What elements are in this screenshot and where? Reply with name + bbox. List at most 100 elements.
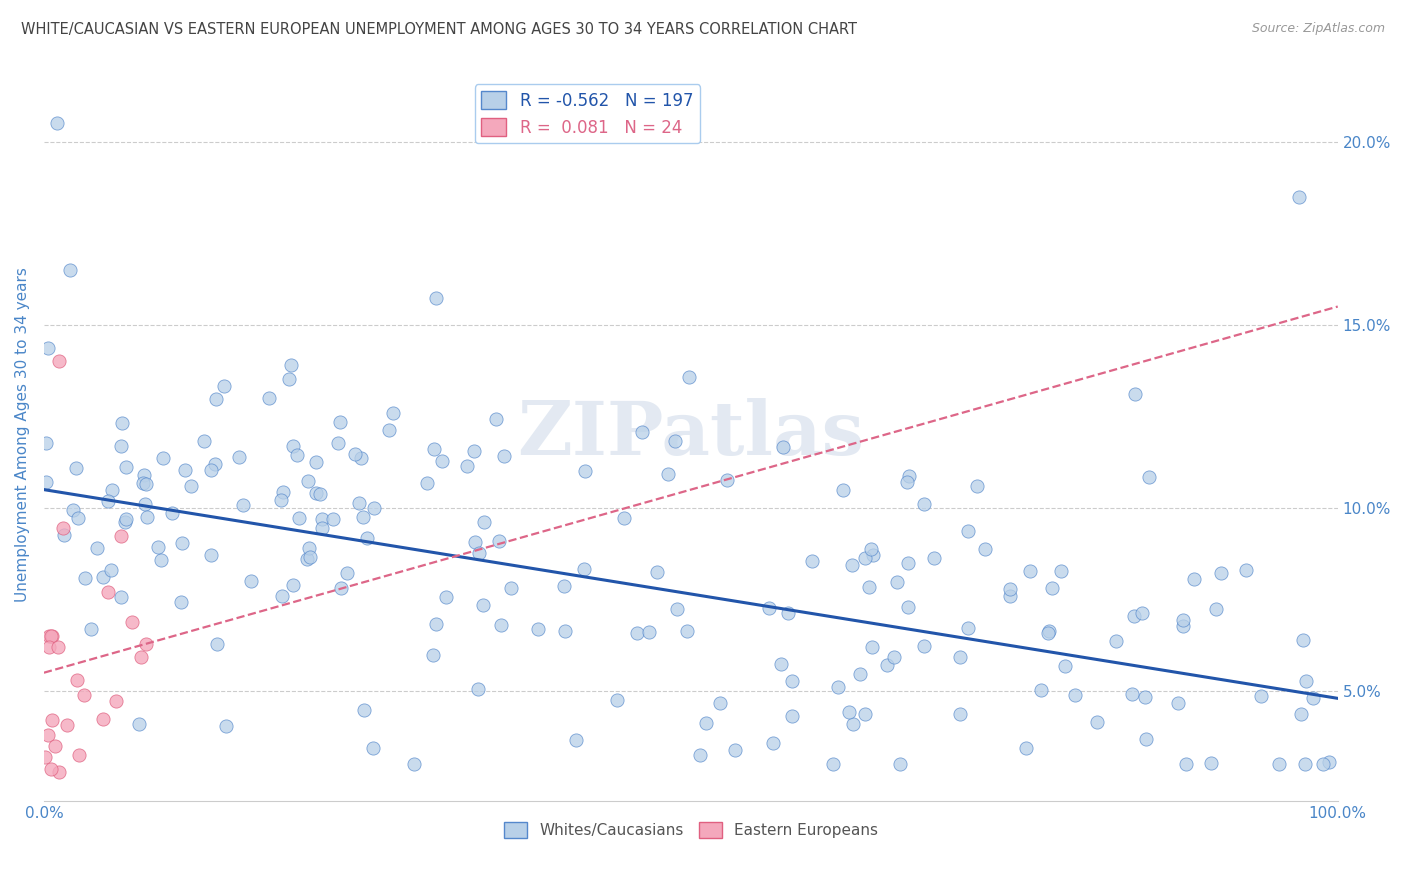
Point	[104, 694, 127, 708]
Point	[336, 566, 359, 580]
Point	[41, 714, 63, 728]
Point	[488, 534, 510, 549]
Point	[322, 512, 344, 526]
Point	[149, 553, 172, 567]
Point	[423, 442, 446, 457]
Point	[574, 561, 596, 575]
Point	[382, 406, 405, 420]
Point	[180, 479, 202, 493]
Text: ZIPatlas: ZIPatlas	[517, 398, 865, 471]
Point	[79, 622, 101, 636]
Point	[56, 718, 79, 732]
Point	[898, 468, 921, 483]
Point	[1038, 624, 1060, 639]
Point	[239, 574, 262, 588]
Point	[378, 423, 401, 437]
Point	[200, 548, 222, 562]
Point	[297, 474, 319, 488]
Point	[1049, 564, 1071, 578]
Point	[842, 717, 865, 731]
Point	[1289, 707, 1312, 722]
Point	[886, 574, 908, 589]
Point	[666, 602, 689, 616]
Point	[329, 415, 352, 429]
Point	[257, 391, 280, 405]
Point	[170, 535, 193, 549]
Point	[1038, 626, 1060, 640]
Point	[38, 640, 60, 654]
Point	[361, 741, 384, 756]
Point	[434, 590, 457, 604]
Point	[100, 483, 122, 497]
Point	[432, 453, 454, 467]
Point	[849, 667, 872, 681]
Point	[115, 460, 138, 475]
Point	[100, 563, 122, 577]
Point	[288, 511, 311, 525]
Point	[38, 629, 60, 643]
Point	[232, 498, 254, 512]
Point	[148, 540, 170, 554]
Point	[65, 461, 87, 475]
Point	[311, 521, 333, 535]
Point	[695, 715, 717, 730]
Point	[136, 509, 159, 524]
Point	[34, 750, 56, 764]
Point	[769, 657, 792, 671]
Point	[280, 358, 302, 372]
Point	[160, 506, 183, 520]
Point	[912, 639, 935, 653]
Point	[86, 541, 108, 555]
Point	[115, 511, 138, 525]
Point	[1292, 633, 1315, 648]
Point	[1182, 572, 1205, 586]
Point	[762, 736, 785, 750]
Point	[862, 549, 884, 563]
Point	[425, 291, 447, 305]
Point	[966, 479, 988, 493]
Point	[402, 757, 425, 772]
Point	[831, 483, 853, 498]
Point	[110, 529, 132, 543]
Point	[1000, 589, 1022, 603]
Point	[858, 580, 880, 594]
Point	[48, 764, 70, 779]
Point	[859, 541, 882, 556]
Point	[67, 747, 90, 762]
Point	[48, 354, 70, 368]
Point	[841, 558, 863, 572]
Point	[876, 657, 898, 672]
Point	[1234, 563, 1257, 577]
Point	[897, 600, 920, 615]
Point	[215, 719, 238, 733]
Point	[295, 552, 318, 566]
Point	[1205, 602, 1227, 616]
Point	[724, 743, 747, 757]
Point	[44, 739, 66, 753]
Point	[91, 570, 114, 584]
Point	[204, 392, 226, 406]
Point	[606, 693, 628, 707]
Point	[422, 648, 444, 662]
Point	[860, 640, 883, 655]
Point	[956, 524, 979, 538]
Point	[896, 475, 918, 489]
Point	[1135, 732, 1157, 747]
Point	[67, 511, 90, 525]
Point	[121, 615, 143, 629]
Point	[924, 550, 946, 565]
Point	[554, 624, 576, 639]
Point	[889, 757, 911, 772]
Point	[782, 674, 804, 689]
Point	[1171, 614, 1194, 628]
Point	[494, 449, 516, 463]
Point	[1053, 659, 1076, 673]
Point	[1294, 757, 1316, 772]
Point	[356, 531, 378, 545]
Point	[463, 444, 485, 458]
Point	[298, 541, 321, 555]
Point	[305, 455, 328, 469]
Point	[110, 590, 132, 604]
Point	[1123, 387, 1146, 401]
Point	[270, 493, 292, 508]
